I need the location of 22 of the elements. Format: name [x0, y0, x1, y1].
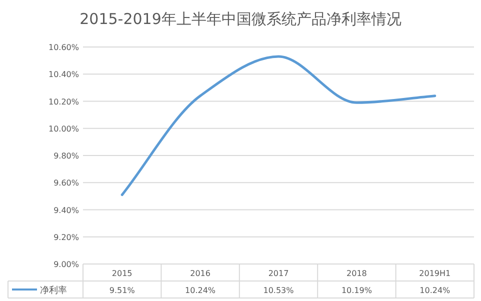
- chart-title: 2015-2019年上半年中国微系统产品净利率情况: [80, 10, 402, 28]
- y-tick-label: 9.20%: [54, 232, 80, 242]
- x-tick-label: 2017: [268, 269, 289, 278]
- y-tick-label: 9.40%: [54, 206, 80, 215]
- line-series: [120, 55, 436, 196]
- legend-label: 净利率: [40, 285, 67, 296]
- data-label: 10.19%: [341, 286, 372, 295]
- data-label: 10.24%: [420, 286, 451, 295]
- y-tick-label: 10.20%: [48, 97, 80, 106]
- y-tick-label: 10.40%: [48, 70, 80, 80]
- x-tick-label: 2018: [346, 269, 367, 278]
- y-tick-label: 10.00%: [48, 124, 80, 134]
- x-tick-label: 2016: [190, 269, 210, 278]
- x-tick-label: 2019H1: [419, 269, 451, 278]
- y-tick-label: 9.00%: [54, 260, 80, 269]
- data-label: 10.53%: [263, 286, 294, 295]
- x-tick-label: 2015: [112, 269, 132, 278]
- y-tick-label: 10.60%: [48, 43, 80, 52]
- y-tick-label: 9.60%: [54, 178, 80, 188]
- y-tick-label: 9.80%: [54, 152, 80, 160]
- data-label: 10.24%: [185, 286, 216, 295]
- data-label: 9.51%: [109, 286, 136, 295]
